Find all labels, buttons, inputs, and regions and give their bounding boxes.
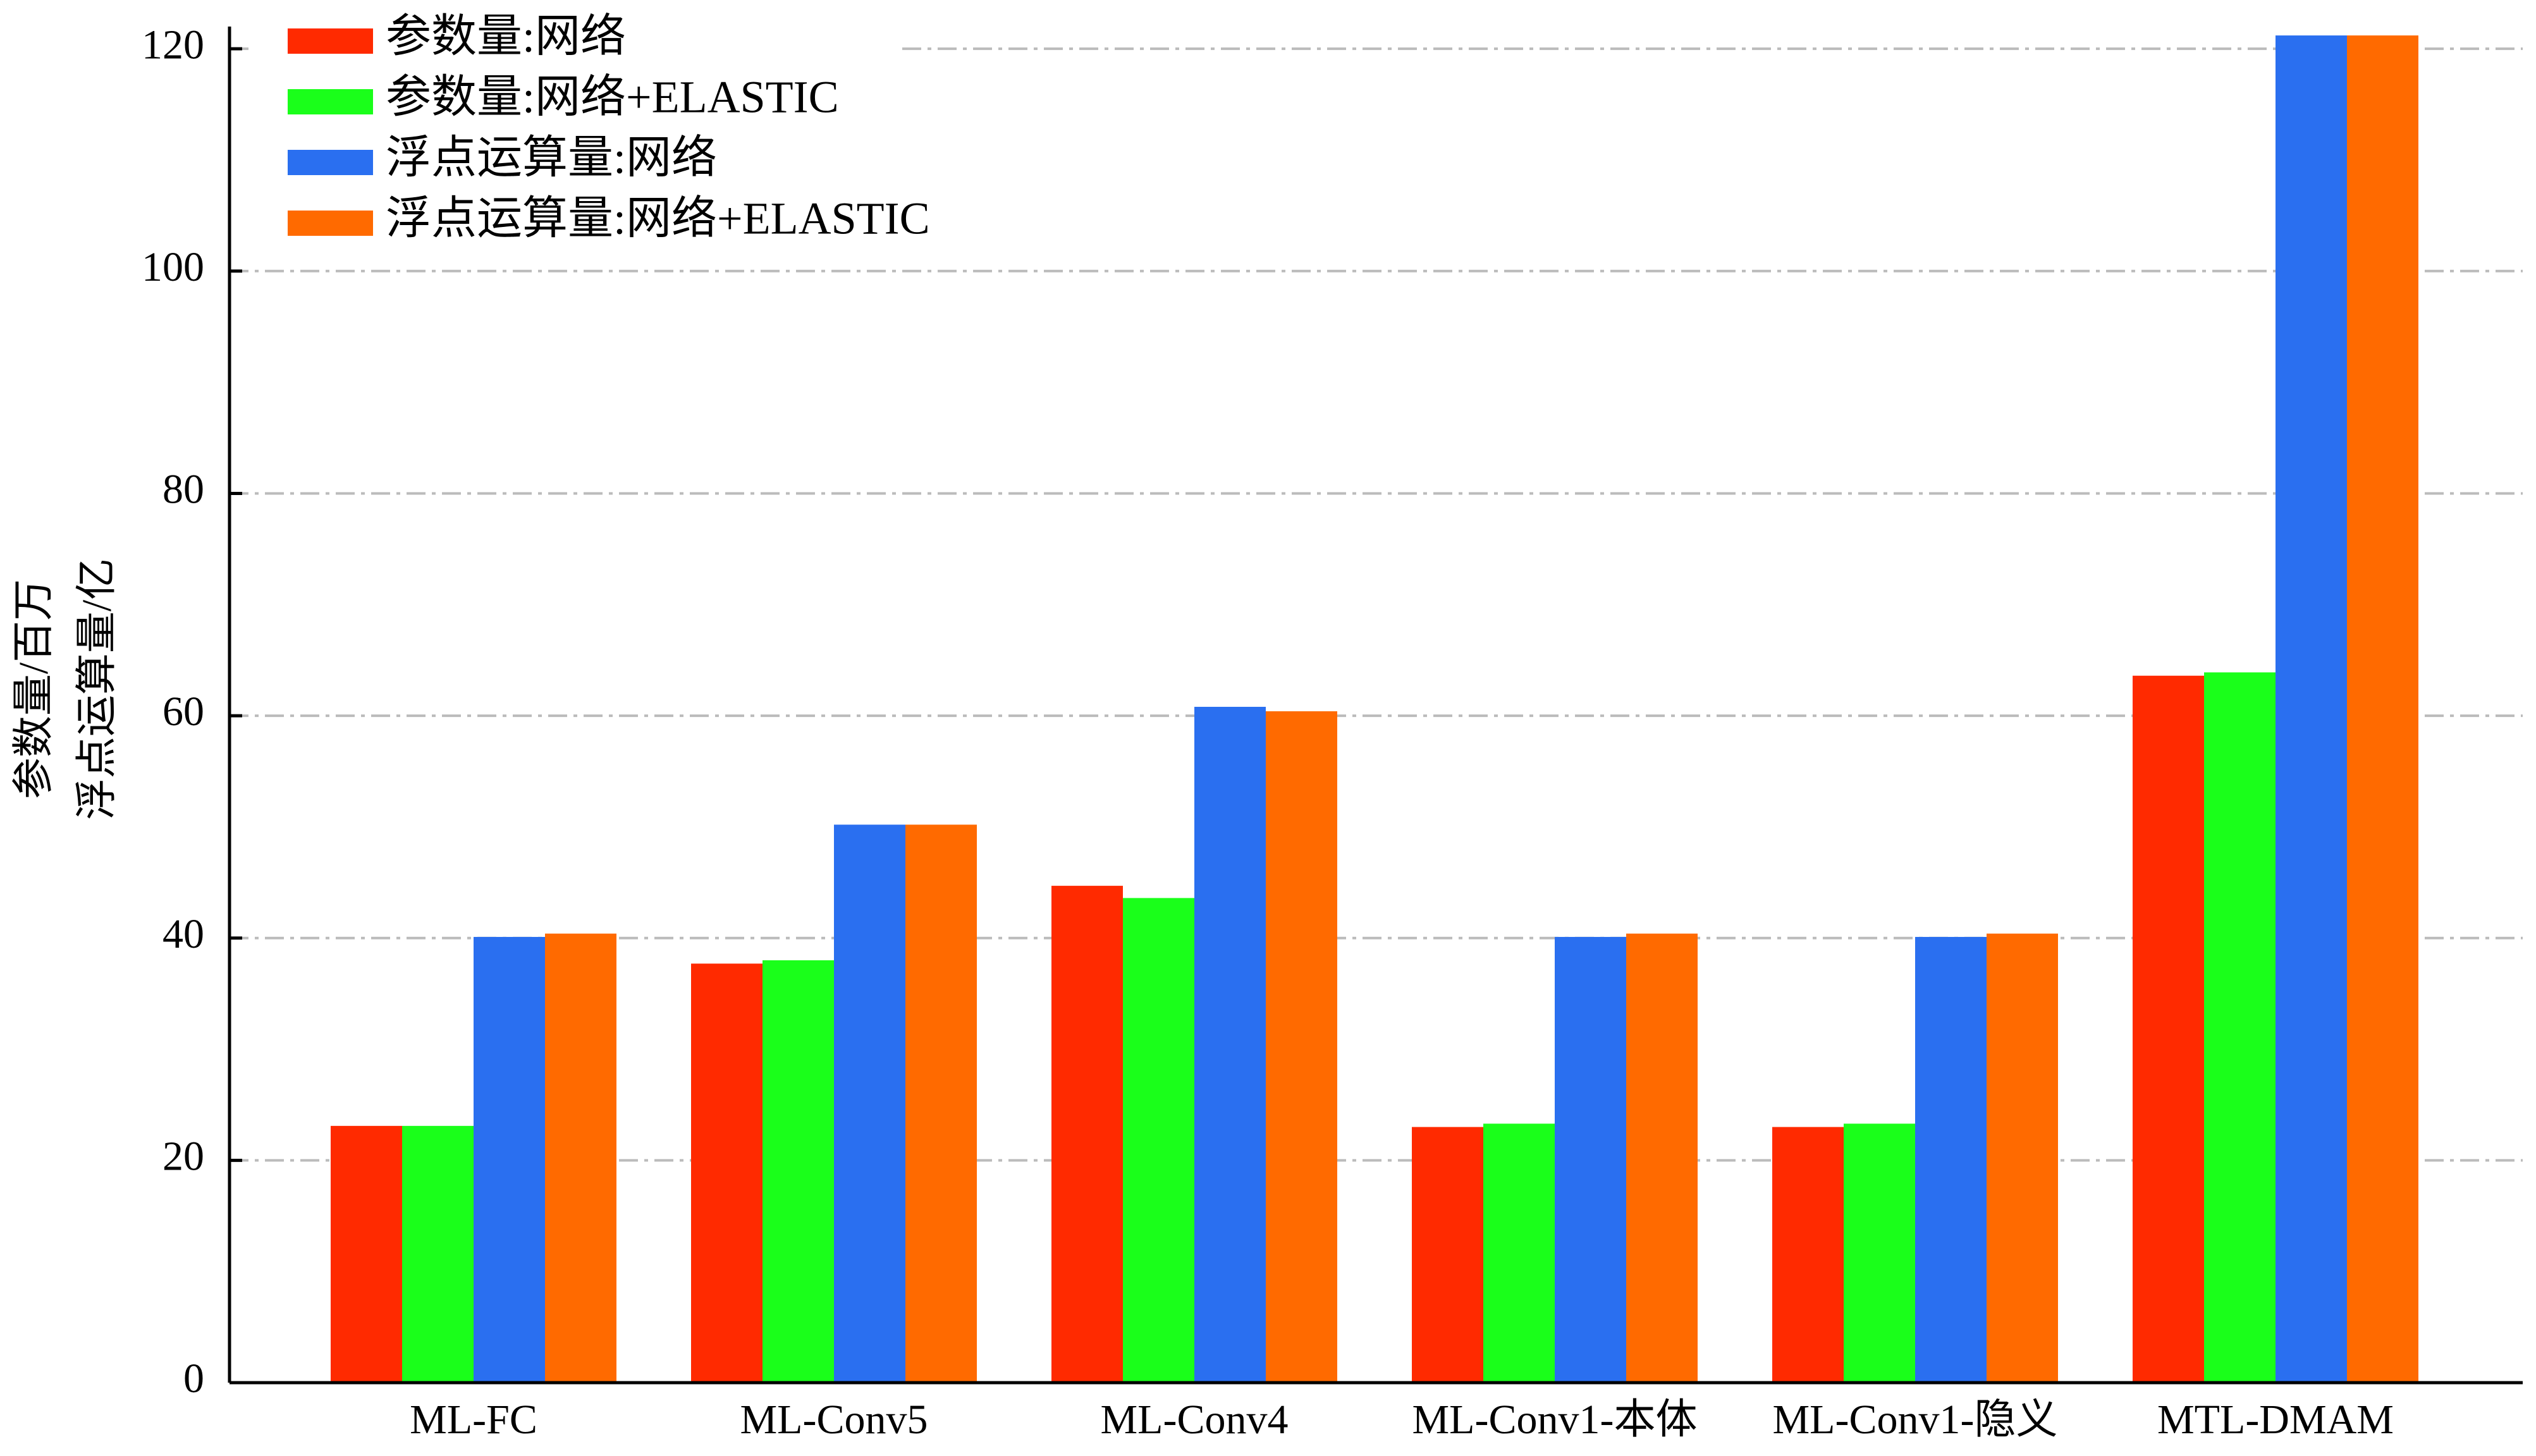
bar xyxy=(1051,886,1123,1383)
bar xyxy=(1266,711,1337,1383)
bar xyxy=(1915,936,1987,1383)
x-tick-label: ML-Conv4 xyxy=(1101,1397,1289,1443)
bar xyxy=(545,933,616,1383)
y-tick-label: 80 xyxy=(162,467,204,513)
bar xyxy=(691,964,763,1383)
legend-swatch xyxy=(288,150,373,175)
legend-swatch xyxy=(288,211,373,236)
bar xyxy=(402,1125,474,1383)
bar xyxy=(2133,675,2204,1383)
x-tick-label: ML-Conv1-隐义 xyxy=(1773,1397,2058,1443)
bar xyxy=(1555,936,1626,1383)
y-axis-label: 浮点运算量/亿 xyxy=(74,558,120,820)
y-tick-label: 60 xyxy=(162,688,204,735)
legend-label: 参数量:网络 xyxy=(386,11,626,62)
x-tick-label: ML-FC xyxy=(410,1397,537,1443)
y-tick-label: 100 xyxy=(142,244,204,290)
bar xyxy=(1123,898,1194,1383)
bar xyxy=(1194,707,1266,1383)
x-tick-label: ML-Conv5 xyxy=(740,1397,928,1443)
bar xyxy=(1412,1127,1483,1383)
legend-swatch xyxy=(288,89,373,114)
legend-swatch xyxy=(288,28,373,54)
legend-label: 参数量:网络+ELASTIC xyxy=(386,72,839,123)
bar xyxy=(1844,1123,1915,1383)
bar xyxy=(1987,933,2058,1383)
bar xyxy=(834,824,905,1383)
x-tick-label: MTL-DMAM xyxy=(2157,1397,2394,1443)
y-tick-label: 20 xyxy=(162,1134,204,1180)
bar xyxy=(2347,35,2418,1383)
y-axis-label: 参数量/百万 xyxy=(11,579,57,799)
x-tick-label: ML-Conv1-本体 xyxy=(1412,1397,1698,1443)
bar xyxy=(331,1125,402,1383)
legend-label: 浮点运算量:网络+ELASTIC xyxy=(386,193,930,244)
y-tick-label: 40 xyxy=(162,911,204,957)
bar xyxy=(2276,35,2347,1383)
bar xyxy=(1626,933,1698,1383)
bar xyxy=(763,960,834,1383)
bar xyxy=(1483,1123,1555,1383)
y-tick-label: 120 xyxy=(142,21,204,68)
bar xyxy=(905,824,977,1383)
bar xyxy=(1772,1127,1844,1383)
legend-label: 浮点运算量:网络 xyxy=(386,133,717,183)
bar xyxy=(474,936,545,1383)
bar xyxy=(2204,672,2276,1383)
y-tick-label: 0 xyxy=(183,1355,204,1402)
